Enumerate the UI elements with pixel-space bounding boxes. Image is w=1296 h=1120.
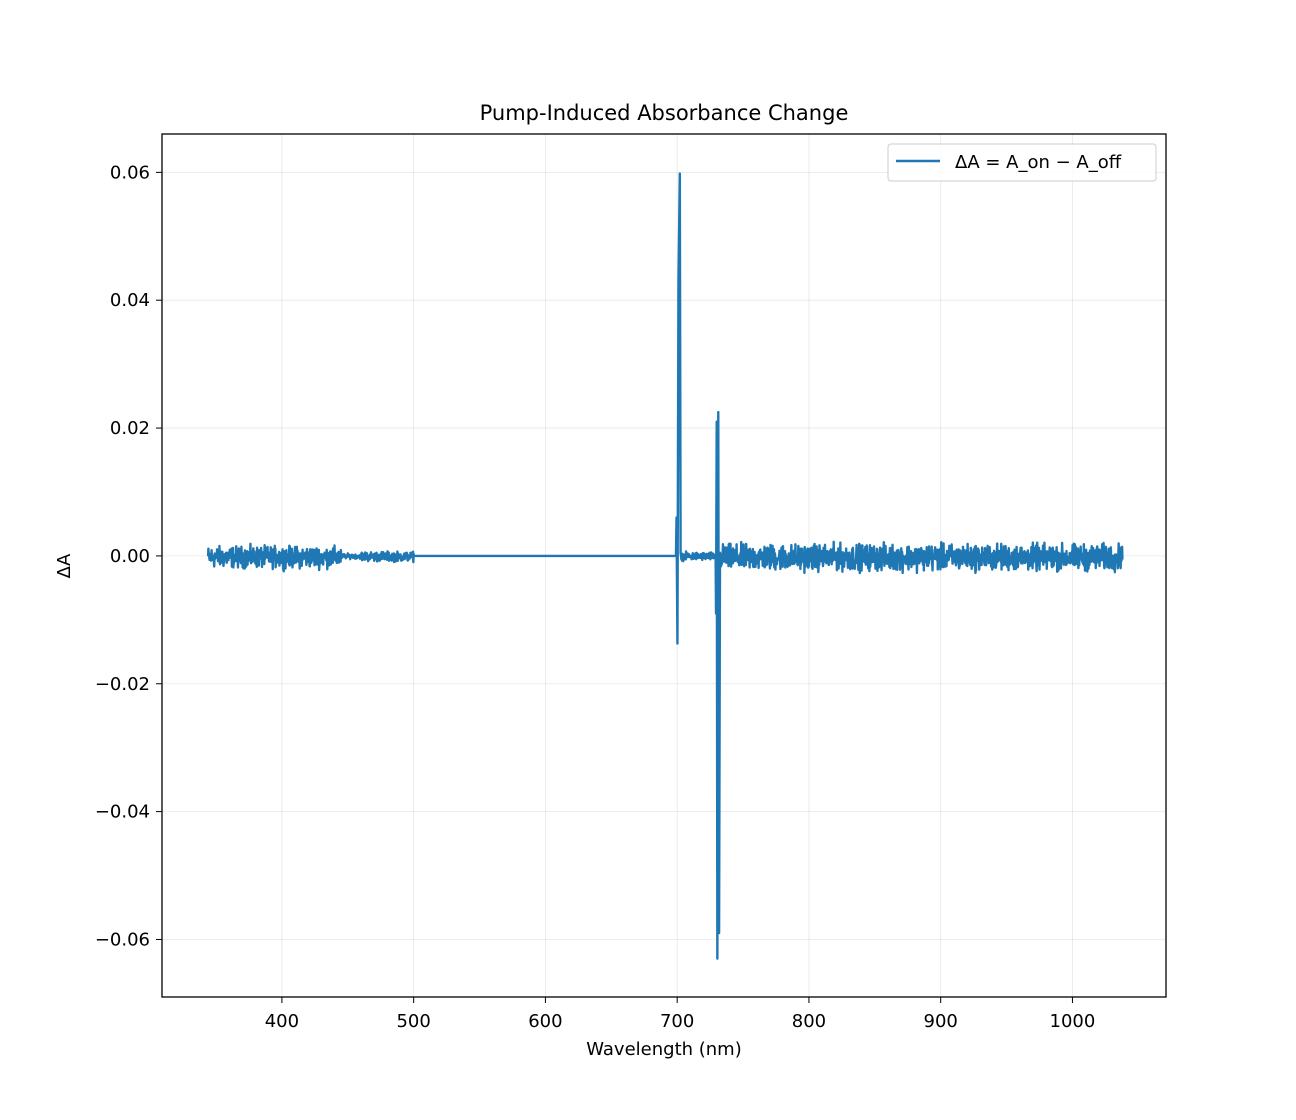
y-tick-label: −0.02 — [95, 674, 150, 695]
y-tick-label: −0.06 — [95, 929, 150, 950]
x-tick-label: 600 — [528, 1011, 562, 1032]
y-tick-label: 0.04 — [110, 290, 150, 311]
y-tick-label: 0.00 — [110, 546, 150, 567]
y-axis-title: ΔA — [54, 553, 75, 578]
y-axis: 0.06 0.04 0.02 0.00 −0.02 −0.04 −0.06 — [95, 162, 162, 950]
x-tick-label: 500 — [396, 1011, 430, 1032]
legend: ΔA = A_on − A_off — [887, 143, 1157, 182]
plot-frame — [161, 133, 1167, 998]
legend-box — [887, 143, 1157, 182]
x-tick-label: 1000 — [1050, 1011, 1096, 1032]
x-tick-label: 700 — [660, 1011, 694, 1032]
x-tick-label: 900 — [924, 1011, 958, 1032]
x-tick-label: 800 — [792, 1011, 826, 1032]
y-tick-label: −0.04 — [95, 802, 150, 823]
y-tick-label: 0.02 — [110, 418, 150, 439]
legend-label: ΔA = A_on − A_off — [955, 152, 1122, 173]
series-line — [206, 172, 1124, 960]
x-axis-title: Wavelength (nm) — [586, 1039, 742, 1060]
series-layer — [206, 172, 1124, 960]
x-axis: 400 500 600 700 800 900 1000 — [265, 997, 1096, 1032]
y-tick-label: 0.06 — [110, 162, 150, 183]
chart-title: Pump-Induced Absorbance Change — [480, 101, 849, 125]
x-tick-label: 400 — [265, 1011, 299, 1032]
